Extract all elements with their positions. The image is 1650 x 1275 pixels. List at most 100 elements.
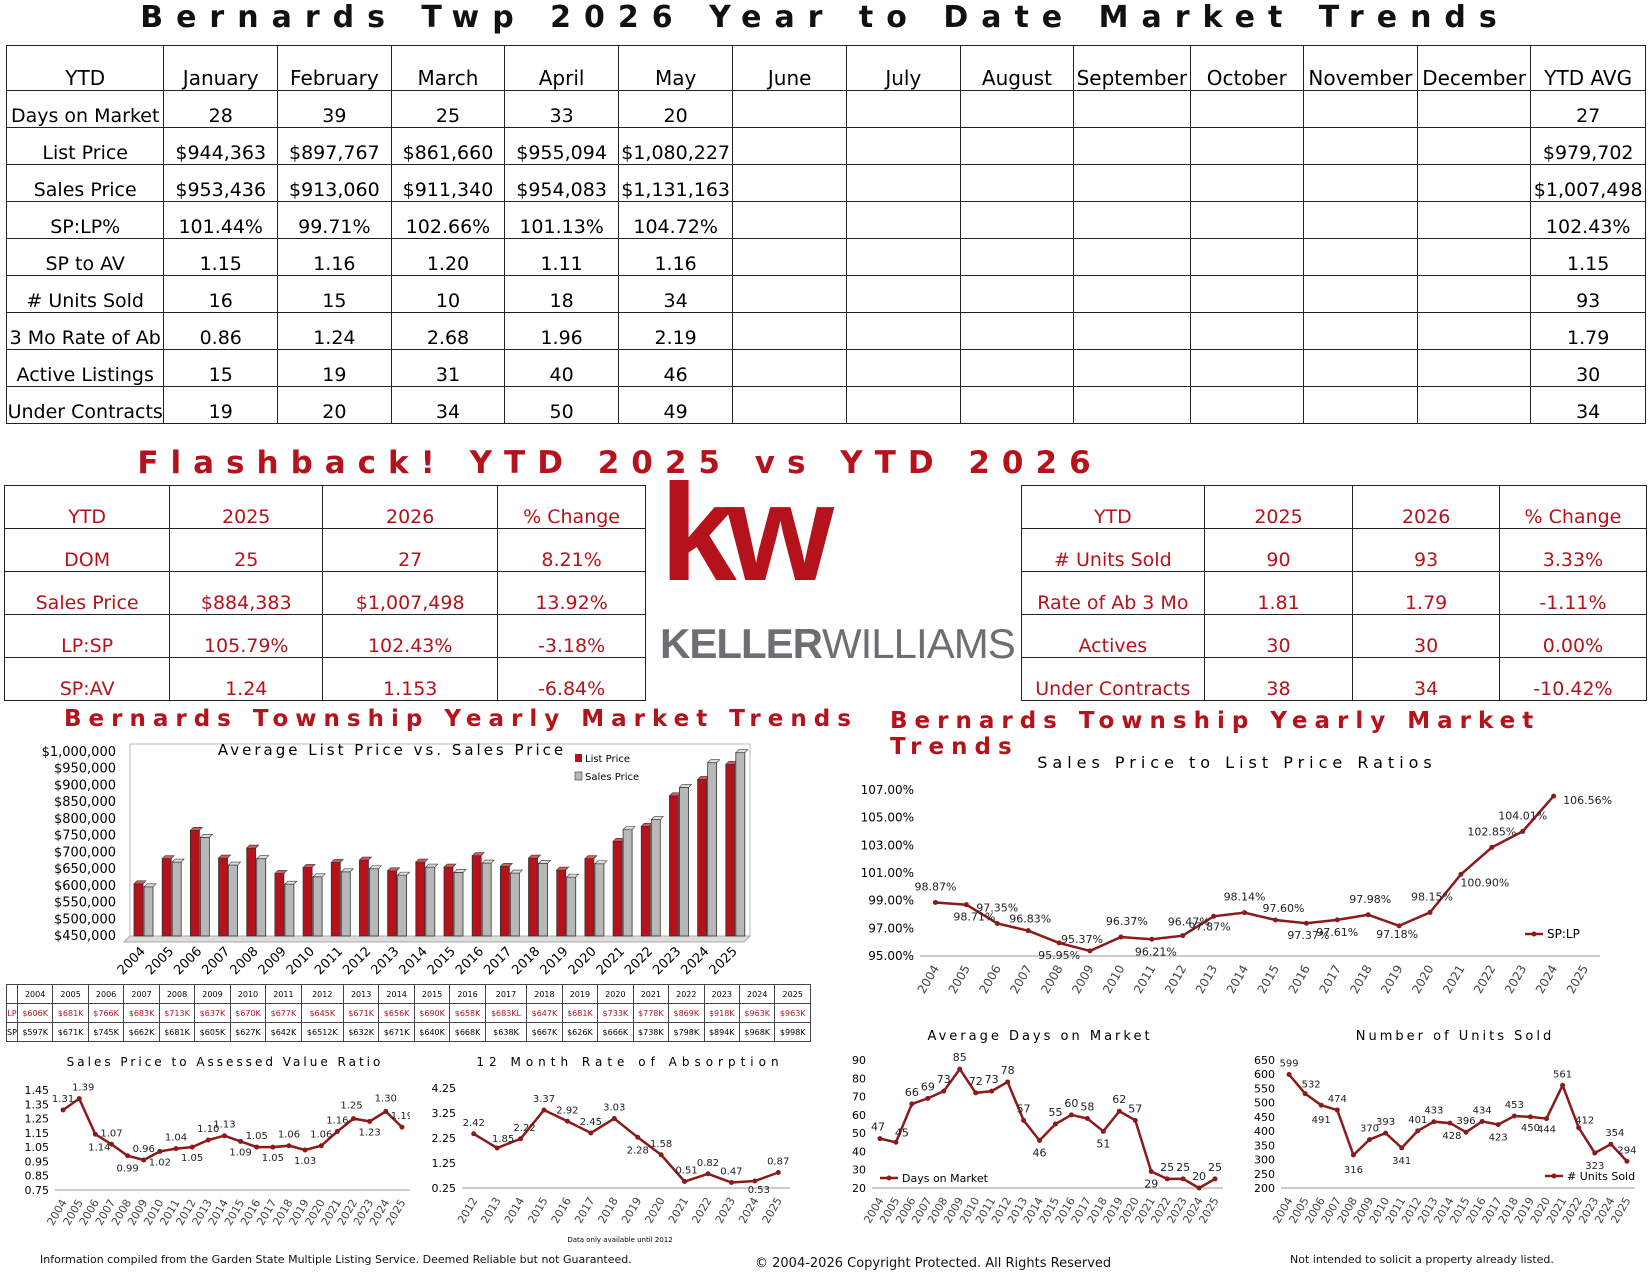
table-cell: $671K bbox=[52, 1022, 89, 1042]
data-label: 96.37% bbox=[1106, 915, 1148, 928]
table-cell bbox=[1303, 90, 1418, 128]
table-cell bbox=[732, 90, 847, 128]
table-row: Under Contracts 38 34 -10.42% bbox=[1021, 657, 1648, 701]
data-point bbox=[1302, 1091, 1308, 1097]
table-cell: 2015 bbox=[413, 984, 451, 1004]
x-tick-label: 2023 bbox=[650, 944, 684, 978]
data-label: 96.21% bbox=[1135, 945, 1177, 958]
data-label: 29 bbox=[1144, 1178, 1158, 1191]
chart-title: 12 Month Rate of Absorption bbox=[476, 1055, 783, 1069]
table-cell bbox=[1073, 90, 1191, 128]
table-cell: 2019 bbox=[561, 984, 599, 1004]
table-cell bbox=[1073, 386, 1191, 424]
table-cell: $918K bbox=[703, 1003, 741, 1023]
row-label: SP to AV bbox=[5, 238, 165, 276]
table-cell: $668K bbox=[449, 1022, 486, 1042]
table-cell: 49 bbox=[617, 386, 734, 424]
data-point bbox=[302, 1147, 308, 1153]
data-point bbox=[963, 902, 969, 908]
table-cell bbox=[1189, 275, 1305, 313]
data-label: 85 bbox=[953, 1051, 967, 1064]
bar-top bbox=[199, 834, 214, 838]
x-tick-label: 2021 bbox=[666, 1195, 691, 1226]
sales-price-bar bbox=[594, 863, 605, 937]
y-tick-label: 250 bbox=[1254, 1168, 1275, 1181]
data-point bbox=[1116, 1108, 1122, 1114]
yearly-price-table: 2004 2005 2006 2007 2008 2009 2010 2011 2012 2013… bbox=[6, 984, 811, 1042]
y-tick-label: $1,000,000 bbox=[42, 745, 116, 760]
y-tick-label: $750,000 bbox=[54, 829, 116, 844]
data-point bbox=[1520, 828, 1526, 834]
x-tick-label: 2016 bbox=[453, 944, 487, 978]
data-point bbox=[1196, 1185, 1202, 1191]
list-price-bar bbox=[697, 779, 708, 937]
row-label: SP bbox=[6, 1022, 18, 1042]
table-row: SP:LP% 101.44% 99.71% 102.66% 101.13% 104.72%… bbox=[5, 201, 1646, 239]
data-point bbox=[925, 1095, 931, 1101]
table-cell: 102.66% bbox=[390, 201, 506, 239]
bar-top bbox=[161, 855, 175, 860]
chart-title: Sales Price to Assessed Value Ratio bbox=[67, 1055, 384, 1069]
data-label: 57 bbox=[1128, 1102, 1142, 1115]
table-cell: 16 bbox=[163, 275, 279, 313]
table-cell: 1.15 bbox=[1530, 238, 1646, 276]
y-tick-label: 90 bbox=[852, 1054, 866, 1067]
data-point bbox=[973, 1090, 979, 1096]
data-label: 1.03 bbox=[294, 1156, 316, 1167]
data-point bbox=[1431, 1119, 1437, 1125]
table-cell: 102.43% bbox=[322, 614, 499, 658]
data-label: 98.87% bbox=[914, 880, 956, 893]
list-price-bar bbox=[218, 857, 228, 937]
header-cell: YTD AVG bbox=[1530, 45, 1646, 91]
row-label: List Price bbox=[5, 127, 165, 165]
bar-top bbox=[396, 871, 411, 876]
table-cell bbox=[959, 349, 1075, 387]
data-point bbox=[1399, 1145, 1405, 1151]
data-label: 97.98% bbox=[1349, 893, 1391, 906]
data-point bbox=[611, 1116, 617, 1121]
y-tick-label: 50 bbox=[852, 1127, 866, 1140]
header-cell: % Change bbox=[1498, 485, 1648, 529]
y-tick-label: 99.00% bbox=[868, 894, 914, 908]
table-cell bbox=[845, 127, 961, 165]
x-tick-label: 2015 bbox=[1255, 963, 1282, 996]
table-cell bbox=[1189, 90, 1305, 128]
table-cell: 38 bbox=[1203, 657, 1354, 701]
header-cell: % Change bbox=[497, 485, 646, 529]
data-point bbox=[189, 1144, 195, 1150]
table-cell bbox=[1303, 127, 1418, 165]
x-tick-label: 2005 bbox=[946, 963, 973, 996]
days-on-market-chart: 2030405060708090200420052006200720082009… bbox=[852, 1029, 1223, 1226]
table-cell: $911,340 bbox=[390, 164, 506, 202]
y-tick-label: $450,000 bbox=[54, 929, 116, 944]
data-point bbox=[1164, 1176, 1170, 1182]
table-cell: $658K bbox=[449, 1003, 486, 1023]
data-label: 2.45 bbox=[580, 1117, 602, 1128]
x-tick-label: 2021 bbox=[594, 944, 628, 978]
series-line bbox=[879, 1066, 1216, 1190]
x-tick-label: 2024 bbox=[678, 944, 712, 978]
list-price-bar bbox=[499, 866, 510, 937]
sales-price-bar bbox=[199, 836, 210, 937]
sales-price-bar bbox=[425, 866, 436, 937]
x-tick-label: 2015 bbox=[425, 944, 459, 978]
table-cell bbox=[1303, 201, 1418, 239]
y-tick-label: 70 bbox=[852, 1091, 866, 1104]
data-point bbox=[334, 1128, 340, 1134]
table-cell: 34 bbox=[1530, 386, 1646, 424]
data-label: 73 bbox=[937, 1073, 951, 1086]
table-cell: $713K bbox=[158, 1003, 196, 1023]
bar-top bbox=[340, 868, 354, 873]
data-point bbox=[1334, 917, 1340, 923]
x-tick-label: 2011 bbox=[312, 944, 346, 978]
bar-top bbox=[133, 880, 147, 885]
table-cell bbox=[732, 164, 847, 202]
bar-top bbox=[481, 859, 495, 864]
data-label: 0.99 bbox=[116, 1164, 138, 1175]
data-label: 20 bbox=[1192, 1170, 1206, 1183]
x-tick-label: 2020 bbox=[566, 944, 600, 978]
y-tick-label: 2.25 bbox=[432, 1132, 457, 1145]
table-cell: 1.15 bbox=[163, 238, 279, 276]
table-cell bbox=[732, 386, 847, 424]
table-cell: 2012 bbox=[300, 984, 344, 1004]
